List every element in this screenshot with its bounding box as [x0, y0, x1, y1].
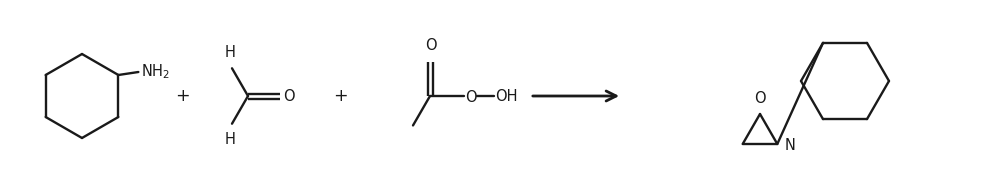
Text: O: O	[755, 91, 766, 106]
Text: O: O	[465, 90, 477, 104]
Text: O: O	[425, 38, 437, 53]
Text: +: +	[175, 87, 190, 105]
Text: N: N	[784, 138, 795, 152]
Text: O: O	[283, 89, 295, 103]
Text: OH: OH	[495, 89, 517, 103]
Text: +: +	[333, 87, 348, 105]
Text: NH$_2$: NH$_2$	[141, 63, 171, 81]
Text: H: H	[224, 45, 235, 60]
Text: H: H	[224, 132, 235, 147]
